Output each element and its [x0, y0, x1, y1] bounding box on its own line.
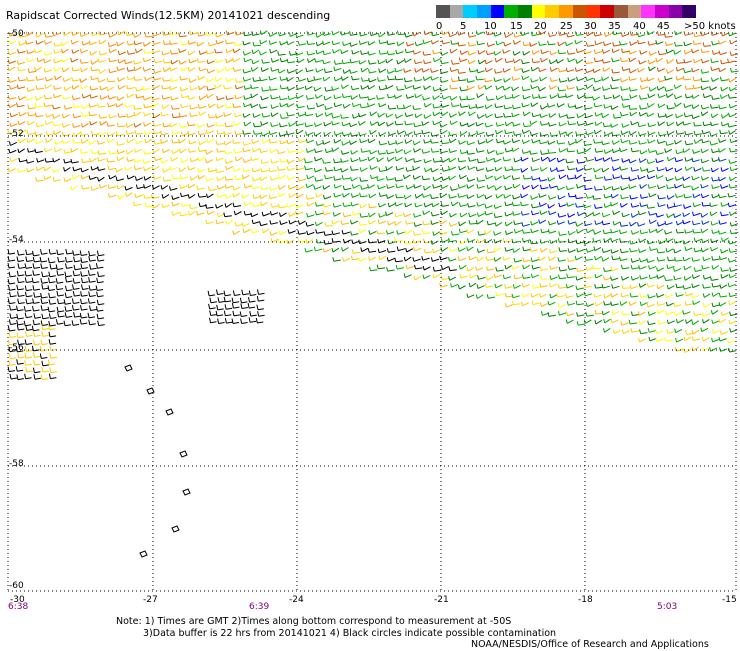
scale-swatch: [682, 5, 697, 18]
scale-label: 20: [534, 21, 547, 32]
scale-swatch: [531, 5, 546, 18]
contamination-mark: [146, 387, 155, 395]
scale-label: 5: [460, 21, 467, 32]
note-line: 3)Data buffer is 22 hrs from 20141021 4)…: [143, 628, 557, 639]
lat-label: -58: [9, 459, 24, 469]
scale-label: 25: [560, 21, 573, 32]
scale-swatch: [572, 5, 587, 18]
scale-swatch: [641, 5, 656, 18]
lat-label: -56: [9, 343, 24, 353]
lat-label: -54: [9, 235, 24, 245]
scale-label: 0: [436, 21, 443, 32]
scale-swatch: [518, 5, 533, 18]
scale-swatch: [586, 5, 601, 18]
scale-swatch: [600, 5, 615, 18]
scale-label: >50 knots: [684, 21, 736, 32]
map-frame: [7, 32, 737, 592]
time-label: 6:39: [249, 602, 269, 612]
scale-label: 40: [633, 21, 646, 32]
lat-lon-grid: [8, 33, 736, 591]
scale-swatch: [504, 5, 519, 18]
lat-label: -60: [9, 581, 24, 591]
scale-label: 10: [484, 21, 497, 32]
note-line: NOAA/NESDIS/Office of Research and Appli…: [471, 639, 709, 650]
time-label: 5:03: [657, 602, 677, 612]
note-line: Note: 1) Times are GMT 2)Times along bot…: [116, 616, 512, 627]
contamination-mark: [179, 450, 188, 458]
scale-swatch: [463, 5, 478, 18]
lon-label: -21: [434, 595, 449, 605]
contamination-marks: [124, 364, 191, 558]
contamination-mark: [171, 525, 180, 533]
map-title: Rapidscat Corrected Winds(12.5KM) 201410…: [6, 9, 331, 22]
lat-label: -50: [9, 29, 24, 39]
scale-swatch: [613, 5, 629, 18]
scale-swatch: [490, 5, 505, 18]
lon-label: -18: [578, 595, 593, 605]
wind-speed-scale: 0 5 10 15 20 25 30 35 40 45 >50 knots: [436, 4, 736, 34]
scale-label: 35: [608, 21, 621, 32]
scale-label: 15: [510, 21, 523, 32]
contamination-mark: [124, 364, 133, 372]
scale-label: 30: [584, 21, 597, 32]
lon-label: -24: [289, 595, 304, 605]
wind-barbs: [7, 30, 739, 381]
scale-swatch: [449, 5, 464, 18]
scale-swatch: [436, 5, 451, 18]
scale-swatch: [627, 5, 642, 18]
scale-swatch: [545, 5, 560, 18]
lat-label: -52: [9, 129, 24, 139]
lon-label: -27: [143, 595, 158, 605]
contamination-mark: [139, 550, 148, 558]
scale-swatch: [559, 5, 574, 18]
contamination-mark: [165, 408, 174, 416]
contamination-mark: [182, 488, 191, 496]
axis-labels: -50 -52 -54 -56 -58 -60 -30 -27 -24 -21 …: [8, 29, 737, 612]
scale-label: 45: [657, 21, 670, 32]
time-label: 6:38: [8, 602, 28, 612]
scale-swatch: [668, 5, 683, 18]
scale-swatch: [654, 5, 670, 18]
scale-swatch: [477, 5, 492, 18]
lon-label: -15: [722, 595, 737, 605]
lon-label: -30: [10, 595, 25, 605]
